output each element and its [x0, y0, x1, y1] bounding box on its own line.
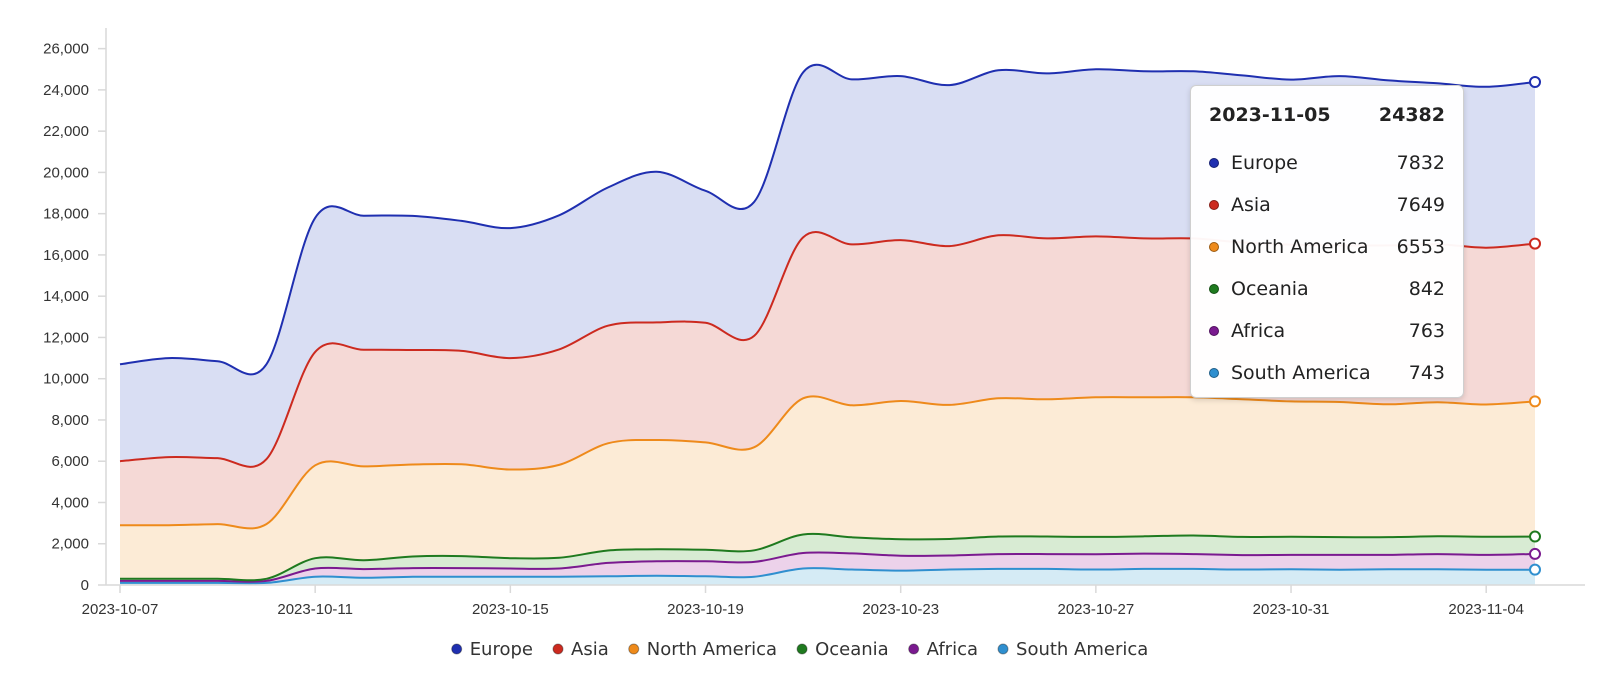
tooltip-series-value: 7832 [1396, 152, 1445, 174]
legend-dot [552, 643, 564, 655]
area-south-america [120, 568, 1535, 585]
area-oceania [120, 533, 1535, 582]
tooltip-dot [1209, 200, 1219, 210]
tooltip-series-name: Africa [1231, 320, 1286, 342]
tooltip-row-europe: Europe 7832 [1209, 142, 1445, 184]
tooltip-dot [1209, 368, 1219, 378]
legend-label: North America [647, 639, 777, 660]
y-tick-label: 16,000 [43, 247, 89, 264]
tooltip-series-name: Oceania [1231, 278, 1309, 300]
marker-africa[interactable] [1529, 547, 1541, 560]
legend-label: Europe [470, 639, 533, 660]
tooltip-rows: Europe 7832 Asia 7649 North America 6553 Ocean… [1209, 142, 1445, 394]
marker-asia[interactable] [1529, 237, 1541, 250]
legend-item-oceania[interactable]: Oceania [796, 639, 889, 660]
tooltip-date: 2023-11-05 [1209, 104, 1331, 126]
tooltip-series-name: Asia [1231, 194, 1271, 216]
x-tick-label: 2023-10-15 [472, 601, 549, 618]
tooltip-total: 24382 [1378, 104, 1445, 126]
tooltip-dot [1209, 284, 1219, 294]
legend-dot [908, 643, 920, 655]
tooltip-row-asia: Asia 7649 [1209, 184, 1445, 226]
area-europe [120, 64, 1535, 467]
y-tick-label: 4,000 [51, 494, 89, 511]
y-tick-label: 26,000 [43, 41, 89, 58]
x-tick-label: 2023-10-23 [862, 601, 939, 618]
legend-dot [796, 643, 808, 655]
legend-label: Oceania [815, 639, 889, 660]
legend-item-south-america[interactable]: South America [997, 639, 1148, 660]
tooltip-series-name: Europe [1231, 152, 1298, 174]
marker-europe[interactable] [1529, 76, 1541, 89]
tooltip-series-name: South America [1231, 362, 1371, 384]
marker-south-america[interactable] [1529, 563, 1541, 576]
tooltip-series-value: 763 [1408, 320, 1445, 342]
legend-dot [628, 643, 640, 655]
tooltip-dot [1209, 242, 1219, 252]
tooltip-series-value: 7649 [1396, 194, 1445, 216]
tooltip-series-name: North America [1231, 236, 1369, 258]
y-tick-label: 22,000 [43, 123, 89, 140]
legend-item-north-america[interactable]: North America [628, 639, 777, 660]
line-europe [119, 63, 1536, 376]
y-tick-label: 8,000 [51, 412, 89, 429]
y-tick-label: 0 [81, 577, 89, 594]
line-oceania [120, 532, 1536, 582]
line-south-america [120, 567, 1536, 585]
tooltip-series-value: 842 [1408, 278, 1445, 300]
series-areas [120, 64, 1535, 585]
x-tick-label: 2023-10-19 [667, 601, 744, 618]
y-tick-label: 14,000 [43, 288, 89, 305]
line-africa [119, 551, 1536, 583]
legend-item-asia[interactable]: Asia [552, 639, 609, 660]
legend[interactable]: Europe Asia North America Oceania Africa Sout… [451, 639, 1149, 660]
legend-item-africa[interactable]: Africa [908, 639, 978, 660]
tooltip: 2023-11-05 24382 Europe 7832 Asia 7649 North… [1190, 85, 1464, 398]
legend-dot [451, 643, 463, 655]
axes: 0 2,000 4,000 6,000 8,000 10,000 12,000 14,000 1… [43, 28, 1585, 618]
x-tick-label: 2023-10-11 [277, 601, 353, 618]
tooltip-row-africa: Africa 763 [1209, 310, 1445, 352]
tooltip-series-value: 743 [1408, 362, 1445, 384]
legend-dot [997, 643, 1009, 655]
y-tick-label: 2,000 [51, 536, 89, 553]
line-north-america [119, 395, 1536, 530]
tooltip-row-oceania: Oceania 842 [1209, 268, 1445, 310]
tooltip-row-north-america: North America 6553 [1209, 226, 1445, 268]
marker-north-america[interactable] [1529, 395, 1541, 408]
tooltip-series-value: 6553 [1396, 236, 1445, 258]
tooltip-row-south-america: South America 743 [1209, 352, 1445, 394]
y-tick-label: 10,000 [43, 371, 89, 388]
x-tick-label: 2023-10-31 [1253, 601, 1330, 618]
area-north-america [120, 396, 1535, 581]
legend-label: South America [1016, 639, 1148, 660]
legend-item-europe[interactable]: Europe [451, 639, 533, 660]
y-tick-label: 18,000 [43, 206, 89, 223]
end-markers [1529, 76, 1541, 576]
marker-oceania[interactable] [1529, 530, 1541, 543]
y-tick-label: 6,000 [51, 453, 89, 470]
y-tick-label: 20,000 [43, 164, 89, 181]
tooltip-header: 2023-11-05 24382 [1209, 100, 1445, 130]
legend-label: Africa [927, 639, 978, 660]
tooltip-dot [1209, 326, 1219, 336]
legend-label: Asia [571, 639, 609, 660]
tooltip-dot [1209, 158, 1219, 168]
x-tick-label: 2023-10-07 [82, 601, 159, 618]
area-asia [120, 232, 1535, 529]
y-tick-label: 24,000 [43, 82, 89, 99]
x-tick-label: 2023-11-04 [1448, 601, 1524, 618]
y-tick-label: 12,000 [43, 329, 89, 346]
x-tick-label: 2023-10-27 [1057, 601, 1134, 618]
